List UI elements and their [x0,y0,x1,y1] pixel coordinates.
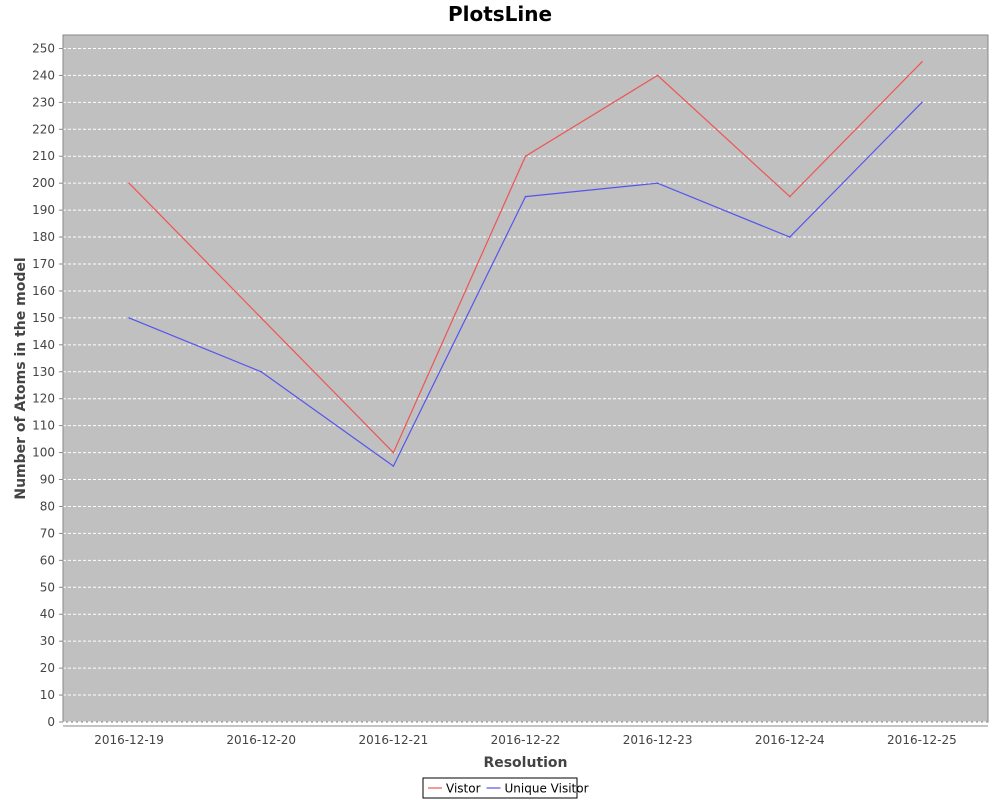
data-point [524,155,527,158]
x-tick-label: 2016-12-19 [94,733,164,747]
y-tick-label: 200 [32,176,55,190]
y-tick-label: 130 [32,365,55,379]
data-point [921,101,923,104]
chart-title: PlotsLine [447,2,553,26]
y-tick-label: 150 [32,311,55,325]
y-tick-label: 0 [47,715,55,729]
y-tick-label: 170 [32,257,55,271]
y-tick-label: 240 [32,68,55,82]
y-tick-label: 230 [32,95,55,109]
y-tick-label: 40 [40,607,55,621]
data-point [260,370,263,373]
y-tick-label: 70 [40,526,55,540]
y-tick-label: 20 [40,661,55,675]
y-tick-label: 250 [32,41,55,55]
data-point [260,317,263,319]
series-lines [128,61,923,467]
y-tick-label: 80 [40,499,55,513]
y-tick-label: 50 [40,580,55,594]
y-tick-label: 30 [40,634,55,648]
data-point [921,61,923,63]
legend-label: Vistor [446,782,481,796]
y-tick-label: 190 [32,203,55,217]
data-point [128,317,130,319]
data-point [392,451,395,454]
y-tick-label: 160 [32,284,55,298]
data-point [128,182,130,184]
x-tick-label: 2016-12-24 [755,733,825,747]
data-point [788,236,791,238]
y-tick-label: 110 [32,419,55,433]
data-point [392,465,395,467]
data-point [656,74,659,77]
data-point [788,195,791,198]
data-point [656,182,659,184]
y-tick-label: 180 [32,230,55,244]
y-axis-title: Number of Atoms in the model [13,257,29,499]
x-tick-label: 2016-12-20 [226,733,296,747]
y-tick-label: 120 [32,392,55,406]
y-tick-label: 10 [40,688,55,702]
y-tick-label: 100 [32,446,55,460]
grid-lines [63,47,988,723]
axes [62,35,988,727]
data-point [524,195,527,198]
y-tick-label: 90 [40,473,55,487]
x-tick-label: 2016-12-22 [491,733,561,747]
x-axis-title: Resolution [483,755,567,771]
y-axis-ticks: 0 10 20 30 40 50 60 70 80 90 100 110 120 130 140 150 160… [32,41,63,729]
x-axis-ticks: 2016-12-19 2016-12-20 2016-12-21 2016-12-22… [94,733,957,747]
y-tick-label: 210 [32,149,55,163]
y-tick-label: 220 [32,122,55,136]
y-tick-label: 140 [32,338,55,352]
legend-label: Unique Visitor [505,782,589,796]
x-tick-label: 2016-12-21 [358,733,428,747]
legend: Vistor Unique Visitor [422,777,589,799]
y-tick-label: 60 [40,553,55,567]
x-tick-label: 2016-12-23 [623,733,693,747]
plot-area [62,34,989,723]
x-tick-label: 2016-12-25 [887,733,957,747]
